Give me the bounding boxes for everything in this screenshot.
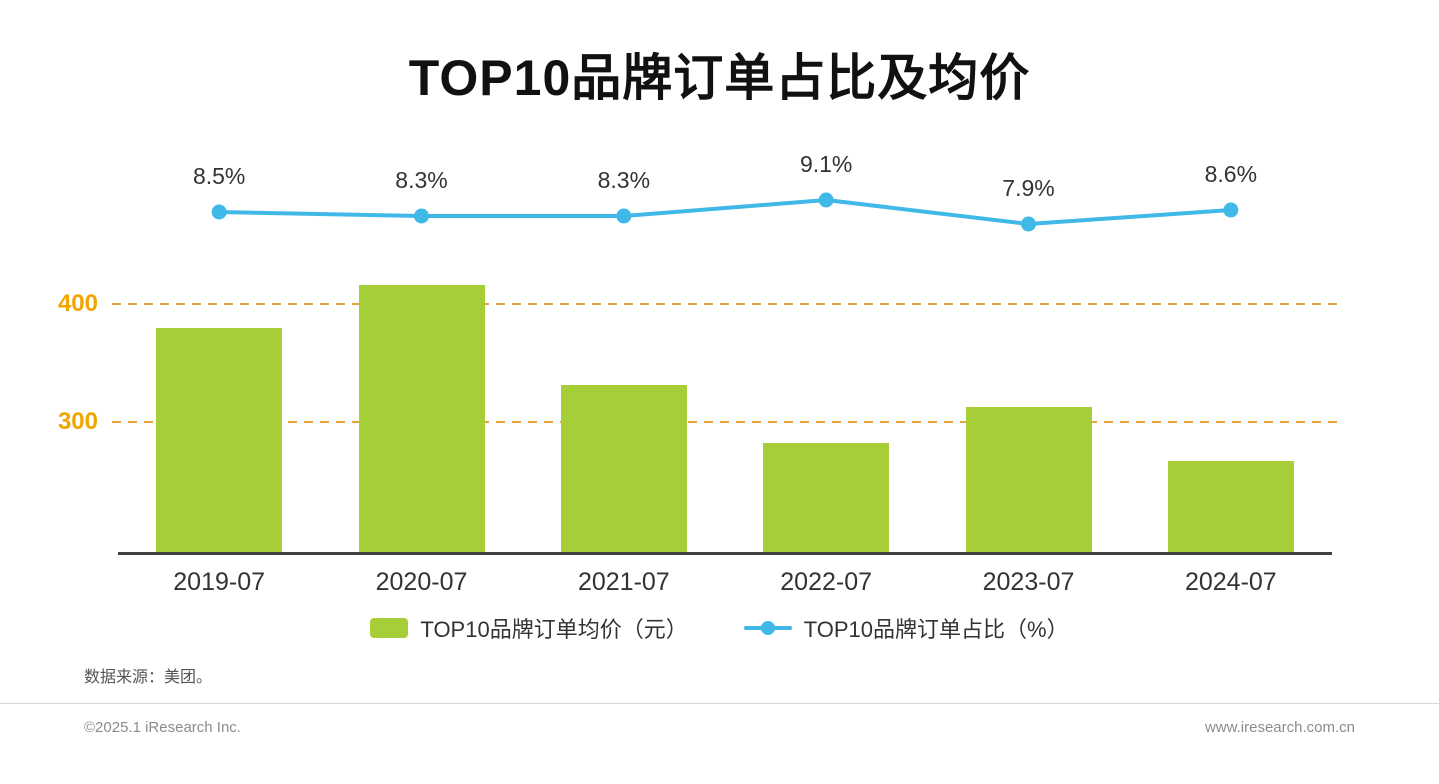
x-label-2020-07: 2020-07 <box>375 568 468 596</box>
line-point-2022-07 <box>818 192 834 208</box>
line-point-2023-07 <box>1021 216 1036 232</box>
y-tick-300: 300 <box>57 408 98 436</box>
legend-item-line: TOP10品牌订单占比（%） <box>743 612 1069 644</box>
line-value-label-2019-07: 8.5% <box>193 163 245 189</box>
x-label-2021-07: 2021-07 <box>577 568 670 596</box>
x-label-2024-07: 2024-07 <box>1184 568 1277 596</box>
website-text: www.iresearch.com.cn <box>1204 719 1355 736</box>
bar-2020-07 <box>358 285 485 552</box>
bar-2019-07 <box>156 327 283 552</box>
legend-item-bar: TOP10品牌订单均价（元） <box>370 612 688 644</box>
bar-legend-label: TOP10品牌订单均价（元） <box>420 617 688 642</box>
bar-legend-swatch <box>370 618 409 638</box>
x-label-2019-07: 2019-07 <box>173 568 266 596</box>
chart-title: TOP10品牌订单占比及均价 <box>408 50 1031 106</box>
source-note: 数据来源：美团。 <box>84 669 213 686</box>
line-value-label-2022-07: 9.1% <box>800 151 852 177</box>
legend: TOP10品牌订单均价（元） TOP10品牌订单占比（%） <box>0 612 1439 644</box>
footer-divider <box>0 703 1439 704</box>
bar-2023-07 <box>965 406 1092 552</box>
line-value-label-2020-07: 8.3% <box>395 167 447 193</box>
bar-2021-07 <box>560 385 687 552</box>
line-point-2021-07 <box>616 208 632 224</box>
line-point-2024-07 <box>1223 202 1239 218</box>
gridline-400 <box>112 302 1344 305</box>
x-label-2023-07: 2023-07 <box>982 568 1075 596</box>
line-value-label-2023-07: 7.9% <box>1002 175 1054 201</box>
line-legend-dot <box>760 621 775 635</box>
bar-2022-07 <box>763 443 890 552</box>
line-value-label-2024-07: 8.6% <box>1205 161 1257 187</box>
gridline-300 <box>112 421 1344 424</box>
y-tick-400: 400 <box>57 289 98 317</box>
line-legend-swatch <box>743 618 792 638</box>
line-value-label-2021-07: 8.3% <box>598 167 650 193</box>
copyright-text: ©2025.1 iResearch Inc. <box>84 719 241 736</box>
x-axis-line <box>118 552 1332 555</box>
line-legend-label: TOP10品牌订单占比（%） <box>803 617 1069 642</box>
line-point-2020-07 <box>414 208 429 224</box>
line-series-path <box>219 198 1231 226</box>
bar-2024-07 <box>1167 461 1294 552</box>
line-point-2019-07 <box>211 204 227 220</box>
x-label-2022-07: 2022-07 <box>780 568 873 596</box>
